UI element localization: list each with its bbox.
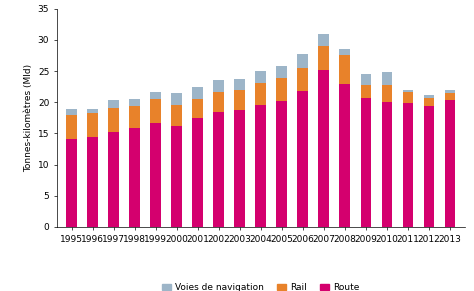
- Bar: [382, 72, 392, 85]
- Bar: [87, 113, 98, 136]
- Y-axis label: Tonnes-kilomètres (Mld): Tonnes-kilomètres (Mld): [25, 64, 34, 172]
- Bar: [150, 92, 161, 99]
- Bar: [445, 90, 455, 93]
- Bar: [276, 78, 287, 101]
- Bar: [255, 83, 266, 105]
- Bar: [339, 84, 350, 227]
- Bar: [339, 49, 350, 55]
- Bar: [66, 109, 77, 115]
- Bar: [276, 101, 287, 227]
- Bar: [382, 85, 392, 102]
- Bar: [235, 110, 245, 227]
- Bar: [402, 103, 413, 227]
- Bar: [298, 91, 308, 227]
- Bar: [66, 139, 77, 227]
- Bar: [150, 123, 161, 227]
- Bar: [276, 66, 287, 78]
- Bar: [445, 93, 455, 100]
- Bar: [109, 132, 119, 227]
- Bar: [361, 74, 371, 86]
- Bar: [235, 79, 245, 90]
- Bar: [298, 54, 308, 68]
- Bar: [319, 46, 329, 70]
- Bar: [192, 99, 203, 118]
- Bar: [424, 106, 434, 227]
- Bar: [172, 93, 182, 105]
- Bar: [319, 70, 329, 227]
- Bar: [255, 105, 266, 227]
- Bar: [213, 112, 224, 227]
- Bar: [87, 136, 98, 227]
- Bar: [402, 91, 413, 92]
- Legend: Voies de navigation, Rail, Route: Voies de navigation, Rail, Route: [159, 280, 363, 291]
- Bar: [150, 99, 161, 123]
- Bar: [255, 71, 266, 83]
- Bar: [109, 108, 119, 132]
- Bar: [172, 105, 182, 126]
- Bar: [382, 102, 392, 227]
- Bar: [87, 109, 98, 113]
- Bar: [213, 92, 224, 112]
- Bar: [424, 95, 434, 98]
- Bar: [319, 34, 329, 46]
- Bar: [445, 100, 455, 227]
- Bar: [129, 128, 140, 227]
- Bar: [424, 98, 434, 106]
- Bar: [298, 68, 308, 91]
- Bar: [213, 80, 224, 92]
- Bar: [109, 100, 119, 108]
- Bar: [192, 118, 203, 227]
- Bar: [361, 98, 371, 227]
- Bar: [192, 87, 203, 99]
- Bar: [339, 55, 350, 84]
- Bar: [172, 126, 182, 227]
- Bar: [129, 106, 140, 128]
- Bar: [235, 90, 245, 110]
- Bar: [66, 115, 77, 139]
- Bar: [402, 92, 413, 103]
- Bar: [361, 86, 371, 98]
- Bar: [129, 99, 140, 106]
